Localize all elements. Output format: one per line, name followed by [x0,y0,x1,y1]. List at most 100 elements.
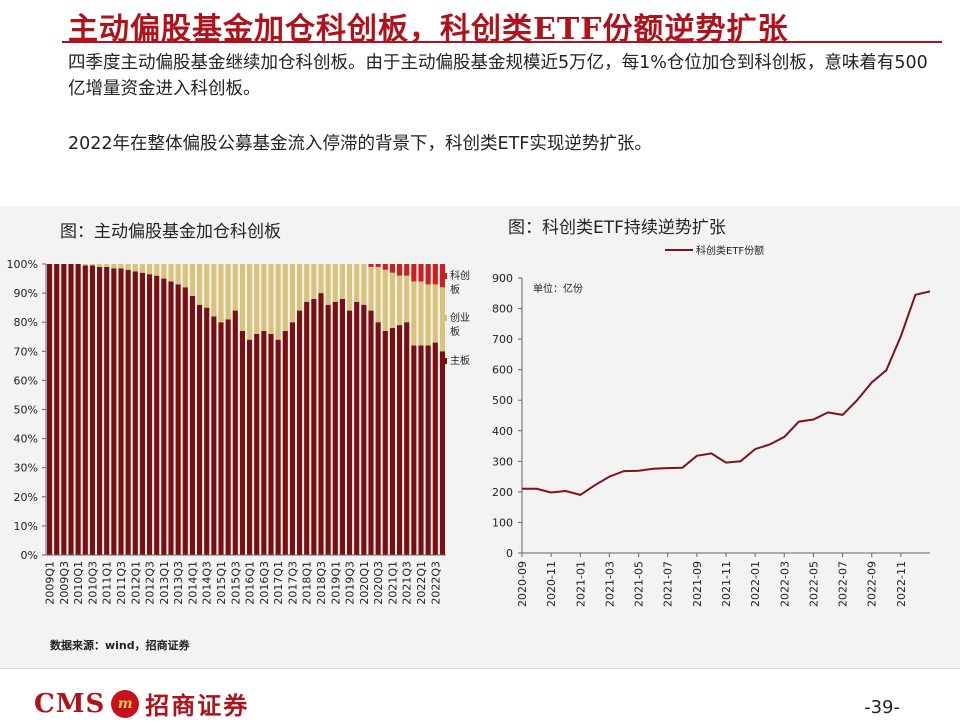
y-tick-label: 300 [492,455,513,468]
bar-segment-chinext [189,264,195,297]
x-tick-label: 2021Q3 [401,561,414,605]
bar-segment-main-board [189,296,195,555]
bar-segment-star [375,264,381,267]
y-tick-label: 0 [506,547,513,560]
bar-segment-main-board [132,271,138,555]
bar-segment-main-board [182,287,188,555]
bar-segment-chinext [418,281,424,346]
y-tick-label: 400 [492,425,513,438]
x-tick-label: 2020-11 [545,561,558,607]
y-tick-label: 20% [14,491,38,504]
x-tick-label: 2022Q1 [415,561,428,605]
x-tick-label: 2022Q3 [429,561,442,605]
bar-segment-chinext [175,264,181,285]
paragraph-2: 2022年在整体偏股公募基金流入停滞的背景下，科创类ETF实现逆势扩张。 [68,134,652,154]
bar-segment-main-board [339,298,345,555]
bar-segment-main-board [139,272,145,555]
x-tick-label: 2020-09 [516,561,529,607]
bar-segment-chinext [368,266,374,311]
bar-segment-main-board [368,310,374,555]
bar-segment-chinext [182,264,188,288]
bar-segment-main-board [375,322,381,555]
bar-segment-chinext [354,264,360,302]
bar-segment-main-board [61,264,67,555]
bar-segment-main-board [197,304,203,555]
x-tick-label: 2022-09 [866,561,879,607]
x-tick-label: 2022-03 [778,561,791,607]
bar-segment-chinext [211,264,217,317]
bar-segment-main-board [82,265,88,555]
legend-label-chinext: 板 [450,325,460,338]
bar-segment-star [397,264,403,276]
bar-segment-main-board [304,301,310,555]
footer-divider [0,668,960,669]
bar-segment-chinext [139,264,145,273]
unit-note: 单位：亿份 [533,282,583,295]
x-tick-label: 2018Q3 [315,561,328,605]
bar-segment-main-board [97,266,103,555]
x-tick-label: 2020Q1 [358,561,371,605]
bar-segment-chinext [361,264,367,305]
paragraph-1: 四季度主动偏股基金继续加仓科创板。由于主动偏股基金规模近5万亿，每1%仓位加仓到… [68,53,928,99]
bar-segment-main-board [318,293,324,555]
bar-segment-star [404,264,410,276]
bar-segment-main-board [211,316,217,555]
x-tick-label: 2014Q3 [201,561,214,605]
bar-segment-chinext [339,264,345,299]
bar-segment-main-board [54,264,60,555]
bar-segment-chinext [154,264,160,276]
bar-segment-main-board [289,322,295,555]
bar-segment-main-board [404,322,410,555]
bar-segment-chinext [297,264,303,311]
bar-segment-chinext [332,264,338,302]
bar-segment-chinext [325,264,331,305]
series-line-star-etf [522,290,931,496]
bar-segment-chinext [282,264,288,331]
y-tick-label: 40% [14,433,38,446]
bar-segment-star [425,264,431,285]
bar-segment-main-board [347,310,353,555]
bar-segment-chinext [304,264,310,302]
x-tick-label: 2009Q1 [44,561,57,605]
legend-swatch-chinext [441,315,447,321]
bar-segment-main-board [154,275,160,555]
x-tick-label: 2021-11 [720,561,733,607]
bar-segment-chinext [111,264,117,269]
x-tick-label: 2013Q3 [172,561,185,605]
bar-segment-main-board [411,345,417,555]
title-divider [62,41,942,43]
x-tick-label: 2017Q3 [286,561,299,605]
bar-segment-main-board [225,319,231,555]
bar-segment-main-board [125,269,131,555]
legend-label-main-board: 主板 [450,354,470,367]
bar-segment-star [418,264,424,282]
bar-segment-main-board [111,268,117,555]
bar-segment-main-board [147,274,153,555]
bar-segment-chinext [318,264,324,294]
bar-segment-main-board [418,345,424,555]
x-tick-label: 2010Q1 [72,561,85,605]
stacked-bar-chart: 0%10%20%30%40%50%60%70%80%90%100%2009Q1 2… [7,258,470,605]
x-tick-label: 2009Q3 [58,561,71,605]
logo-chinese-name: 招商证券 [145,691,250,720]
y-tick-label: 70% [14,345,38,358]
bar-segment-main-board [361,304,367,555]
bar-segment-chinext [261,264,267,331]
left-chart-title: 图：主动偏股基金加仓科创板 [60,222,281,242]
y-tick-label: 900 [492,272,513,285]
x-tick-label: 2022-07 [837,561,850,607]
bar-segment-chinext [161,264,167,279]
bar-segment-chinext [225,264,231,320]
y-tick-label: 100 [492,516,513,529]
x-tick-label: 2022-01 [749,561,762,607]
bar-segment-chinext [125,264,131,270]
bar-segment-chinext [97,264,103,267]
legend-label-star: 板 [450,283,460,296]
x-tick-label: 2019Q3 [344,561,357,605]
y-tick-label: 700 [492,333,513,346]
bar-segment-main-board [204,307,210,555]
bar-segment-main-board [254,333,260,555]
bar-segment-star [368,264,374,267]
bar-segment-main-board [425,345,431,555]
